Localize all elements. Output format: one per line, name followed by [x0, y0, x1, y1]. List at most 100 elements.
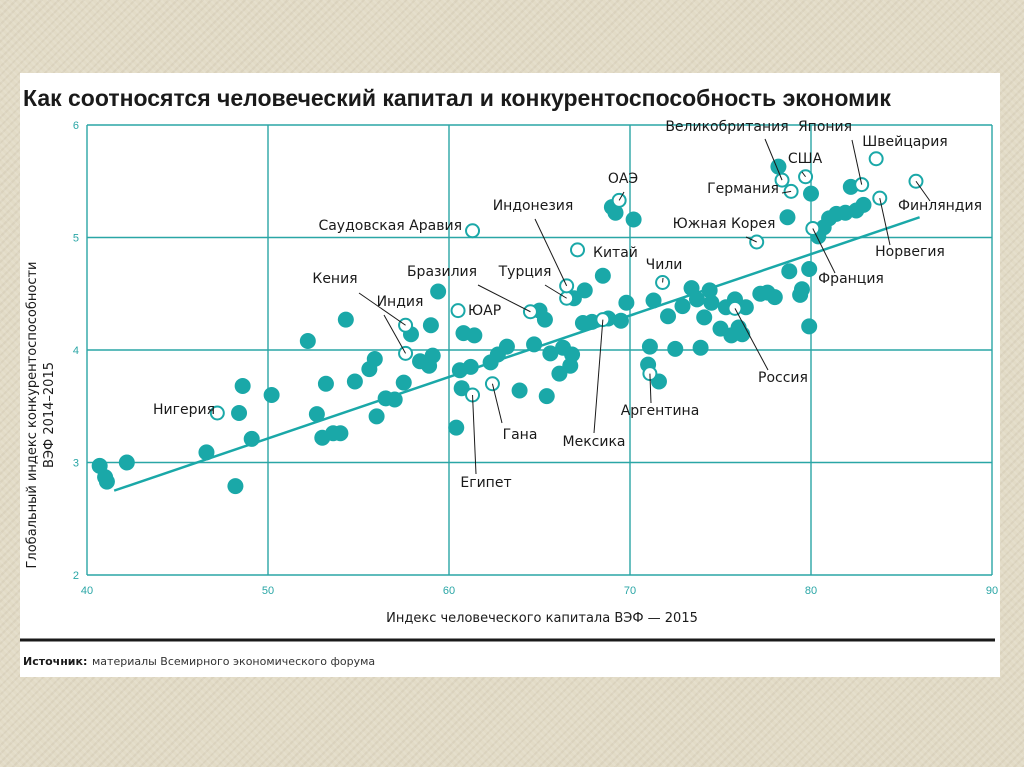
x-tick-label: 70 [624, 585, 636, 597]
y-tick-label: 4 [73, 345, 79, 357]
scatter-point [498, 338, 515, 355]
scatter-point [263, 387, 280, 403]
scatter-point [346, 373, 363, 390]
scatter-point [536, 311, 553, 328]
y-axis-label-line2: ВЭФ 2014–2015 [42, 362, 57, 468]
scatter-point [332, 425, 349, 442]
y-axis-label-line1: Глобальный индекс конкурентоспособности [25, 261, 40, 568]
scatter-point [366, 351, 383, 367]
scatter-point [576, 282, 593, 299]
scatter-point [667, 340, 684, 357]
label-leader [851, 139, 863, 185]
scatter-point [538, 388, 555, 405]
point-label: Финляндия [898, 198, 982, 214]
scatter-point [618, 294, 635, 311]
point-label: Саудовская Аравия [318, 218, 462, 234]
x-tick-label: 80 [805, 585, 817, 597]
source-line: Источник: материалы Всемирного экономиче… [23, 652, 375, 669]
scatter-point [243, 430, 260, 447]
label-leader [618, 191, 625, 201]
label-leader [781, 190, 792, 194]
scatter-point [368, 408, 385, 425]
scatter-point [607, 204, 624, 221]
y-tick-label: 3 [73, 458, 79, 470]
scatter-point [299, 333, 316, 349]
scatter-point [422, 317, 439, 334]
scatter-point [234, 378, 251, 394]
source-label: Источник: [23, 655, 87, 668]
scatter-point [317, 375, 334, 392]
scatter-point [660, 308, 677, 325]
scatter-point [511, 382, 528, 399]
point-label: Норвегия [875, 244, 945, 260]
point-label: Кения [312, 271, 357, 287]
scatter-point [688, 291, 705, 308]
scatter-point [801, 318, 818, 335]
scatter-point [118, 454, 135, 471]
point-label: Россия [758, 370, 808, 386]
scatter-point [337, 311, 354, 328]
point-labels: Нигерия Кения Индия Саудовская Аравия Бразил… [153, 119, 982, 491]
point-label: Германия [707, 181, 779, 197]
scatter-point [781, 263, 798, 280]
labeled-point [868, 151, 884, 167]
scatter-point [766, 289, 783, 306]
scatter-point [793, 281, 810, 298]
label-leader [593, 319, 604, 434]
scatter-point [855, 196, 872, 213]
scatter-point [526, 336, 543, 353]
source-text: материалы Всемирного экономического фору… [92, 655, 375, 668]
x-tick-label: 40 [81, 585, 93, 597]
tick-labels: 40 50 60 70 80 90 2 3 4 5 6 [73, 120, 998, 597]
scatter-point [395, 374, 412, 391]
label-leader [534, 218, 568, 287]
point-label: ЮАР [468, 303, 501, 319]
chart-svg: Как соотносятся человеческий капитал и к… [20, 85, 998, 669]
labeled-point [570, 242, 586, 258]
scatter-point [674, 298, 691, 315]
labeled-point [450, 303, 466, 319]
label-leader [764, 138, 783, 181]
label-leader [915, 180, 931, 202]
scatter-points [91, 151, 924, 495]
point-label: Южная Корея [673, 216, 776, 232]
point-label: Бразилия [407, 264, 477, 280]
scatter-point [803, 185, 819, 202]
point-label: Китай [593, 245, 638, 261]
point-label: США [788, 151, 823, 167]
scatter-point [696, 309, 713, 326]
point-label: Великобритания [665, 119, 788, 135]
label-leader [734, 308, 769, 371]
scatter-point [386, 391, 403, 408]
label-leader [745, 236, 757, 243]
scatter-point [448, 419, 465, 436]
point-label: Египет [460, 475, 511, 491]
scatter-point [594, 267, 611, 284]
scatter-point [564, 346, 581, 363]
scatter-point [308, 406, 325, 423]
point-label: ОАЭ [608, 171, 638, 187]
y-tick-label: 2 [73, 570, 79, 582]
scatter-point [424, 347, 441, 364]
label-leader [544, 284, 567, 299]
point-label: Нигерия [153, 402, 215, 418]
scatter-point [801, 261, 818, 277]
point-label: Индонезия [493, 198, 574, 214]
point-label: Франция [818, 271, 884, 287]
label-leader [477, 284, 531, 313]
point-label: Япония [798, 119, 852, 135]
scatter-point [625, 211, 642, 228]
scatter-point [779, 209, 796, 226]
scatter-point [98, 473, 115, 490]
x-tick-label: 50 [262, 585, 274, 597]
label-leader [812, 228, 836, 274]
point-label: Турция [498, 264, 552, 280]
scatter-point [227, 478, 244, 495]
label-leader [472, 394, 477, 475]
scatter-point [612, 312, 629, 329]
label-leader [491, 383, 503, 424]
chart-title: Как соотносятся человеческий капитал и к… [23, 85, 891, 111]
scatter-point [466, 327, 483, 344]
label-leader [358, 292, 406, 326]
label-leader [649, 373, 652, 404]
